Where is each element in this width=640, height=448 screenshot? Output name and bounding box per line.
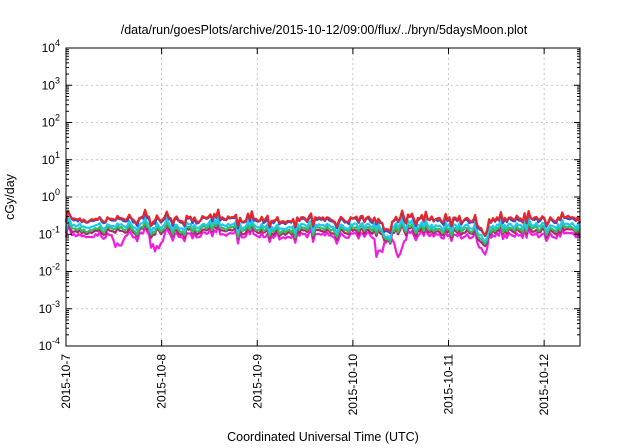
data-series xyxy=(64,208,582,259)
y-tick-label: 100 xyxy=(42,187,60,204)
y-tick-label: 10-3 xyxy=(39,299,60,316)
series-line xyxy=(64,217,581,246)
x-tick-label: 2015-10-9 xyxy=(250,354,264,409)
y-tick-label: 10-4 xyxy=(39,336,60,353)
y-tick-labels: 104 103 102 101 100 10-1 10-2 10-3 10-4 xyxy=(39,38,60,353)
axis-ticks xyxy=(65,47,580,347)
y-tick-label: 102 xyxy=(42,113,60,130)
x-tick-label: 2015-10-10 xyxy=(346,354,360,416)
x-tick-label: 2015-10-8 xyxy=(155,354,169,409)
x-tick-label: 2015-10-7 xyxy=(59,354,73,409)
series-line xyxy=(64,208,582,237)
y-tick-label: 10-2 xyxy=(39,262,60,279)
x-axis-label: Coordinated Universal Time (UTC) xyxy=(227,430,419,444)
series-line xyxy=(64,224,582,259)
series-line xyxy=(64,220,582,248)
y-tick-label: 104 xyxy=(42,38,60,55)
chart-title: /data/run/goesPlots/archive/2015-10-12/0… xyxy=(121,23,528,37)
y-tick-label: 103 xyxy=(42,75,60,92)
x-tick-label: 2015-10-12 xyxy=(537,354,551,416)
x-tick-label: 2015-10-11 xyxy=(442,354,456,415)
x-tick-labels: 2015-10-7 2015-10-8 2015-10-9 2015-10-10 201… xyxy=(59,354,551,416)
y-tick-label: 101 xyxy=(42,150,60,167)
series-line xyxy=(64,215,582,243)
y-axis-label: cGy/day xyxy=(3,173,17,220)
y-tick-label: 10-1 xyxy=(39,224,60,241)
